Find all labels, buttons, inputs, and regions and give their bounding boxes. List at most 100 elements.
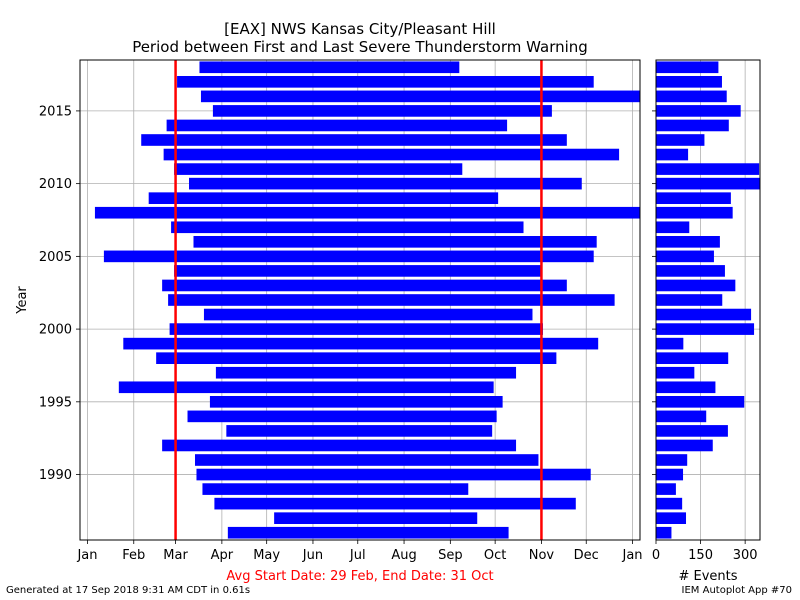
count-bar-2011 xyxy=(656,163,760,175)
x-tick-label: Jul xyxy=(349,548,366,563)
range-bar-2015 xyxy=(212,105,552,117)
range-bar-2017 xyxy=(177,76,594,88)
count-bar-1998 xyxy=(656,352,729,364)
range-bar-2016 xyxy=(200,90,640,103)
x-tick-label: Jan xyxy=(622,548,643,563)
range-bar-1994 xyxy=(187,410,497,423)
y-tick-label: 2010 xyxy=(39,177,72,192)
count-bar-2009 xyxy=(656,192,731,204)
y-tick-label: 1990 xyxy=(39,468,72,483)
range-bar-2018 xyxy=(199,61,460,74)
counts-y-ticks xyxy=(652,110,656,475)
range-bar-1989 xyxy=(202,483,469,495)
chart-title-line2: Period between First and Last Severe Thu… xyxy=(132,38,588,56)
x-tick-label: Sep xyxy=(438,548,463,563)
count-bar-2006 xyxy=(656,236,720,248)
x-tick-label: May xyxy=(253,548,280,563)
count-bar-2017 xyxy=(656,76,722,88)
count-bar-1990 xyxy=(656,468,684,481)
range-bar-1998 xyxy=(156,352,557,364)
count-bar-2015 xyxy=(656,105,741,117)
count-bar-2016 xyxy=(656,90,727,103)
range-bar-2000 xyxy=(169,323,543,335)
x-tick-label: Aug xyxy=(391,548,416,563)
range-bar-2001 xyxy=(203,308,533,321)
range-bar-2013 xyxy=(141,134,567,146)
main-y-ticks: 1990 1995 2000 2005 2010 2015 xyxy=(39,104,80,483)
range-bar-1990 xyxy=(196,468,591,481)
count-bar-2002 xyxy=(656,294,723,306)
x-tick-label: Feb xyxy=(122,548,145,563)
x-tick-label: Oct xyxy=(484,548,506,563)
range-bar-2009 xyxy=(148,192,499,204)
range-bar-2012 xyxy=(163,148,620,161)
count-bar-2001 xyxy=(656,308,752,321)
range-bar-2002 xyxy=(168,294,615,306)
y-axis-label: Year xyxy=(15,286,30,315)
range-bar-2010 xyxy=(189,177,582,190)
count-bar-1987 xyxy=(656,512,687,524)
range-bar-1988 xyxy=(214,497,576,510)
avg-lines xyxy=(174,60,543,540)
range-bar-2011 xyxy=(174,163,463,175)
count-bar-2008 xyxy=(656,206,733,219)
range-bar-1987 xyxy=(274,512,478,524)
x-tick-label: Nov xyxy=(529,548,555,563)
range-bar-1992 xyxy=(162,439,517,452)
main-plot-frame xyxy=(79,59,641,541)
range-bar-2008 xyxy=(94,206,640,219)
count-bar-2010 xyxy=(656,177,760,190)
avg-caption: Avg Start Date: 29 Feb, End Date: 31 Oct xyxy=(226,569,493,584)
range-bar-1997 xyxy=(215,366,517,379)
x-tick-label: Dec xyxy=(574,548,599,563)
range-bar-2005 xyxy=(103,250,594,263)
range-bar-2004 xyxy=(174,265,542,277)
count-bar-1997 xyxy=(656,366,695,379)
range-bar-1986 xyxy=(227,526,509,539)
y-tick-label: 2000 xyxy=(39,323,72,338)
count-bar-1996 xyxy=(656,381,716,394)
range-bar-1996 xyxy=(118,381,494,394)
count-bar-1993 xyxy=(656,425,728,437)
count-bar-1995 xyxy=(656,396,745,408)
count-bar-1991 xyxy=(656,454,688,466)
count-bar-1986 xyxy=(656,526,672,539)
count-bar-1992 xyxy=(656,439,713,452)
range-bar-1995 xyxy=(209,396,503,408)
footer-app: IEM Autoplot App #70 xyxy=(681,585,792,596)
x-tick-label: Jan xyxy=(76,548,97,563)
count-bar-2014 xyxy=(656,119,729,132)
count-bar-2007 xyxy=(656,221,690,234)
range-bar-2003 xyxy=(162,279,567,292)
count-bar-2013 xyxy=(656,134,705,146)
counts-bars xyxy=(656,61,760,539)
y-tick-label: 2005 xyxy=(39,250,72,265)
count-bar-2012 xyxy=(656,148,689,161)
x-tick-label: Jun xyxy=(302,548,323,563)
range-bar-1991 xyxy=(194,454,539,466)
count-bar-2018 xyxy=(656,61,719,74)
count-bar-1999 xyxy=(656,337,684,350)
main-bars xyxy=(94,61,640,539)
y-tick-label: 2015 xyxy=(39,104,72,119)
counts-plot-frame xyxy=(655,59,761,541)
count-bar-1994 xyxy=(656,410,707,423)
y-tick-label: 1995 xyxy=(39,395,72,410)
count-bar-2004 xyxy=(656,265,725,277)
count-bar-1988 xyxy=(656,497,683,510)
range-bar-1993 xyxy=(226,425,493,437)
main-x-ticks: Jan Feb Mar Apr May Jun Jul Aug Sep Oct Nov Dec Jan xyxy=(76,540,643,563)
counts-x-tick-label: 150 xyxy=(688,548,713,563)
x-tick-label: Mar xyxy=(163,548,188,563)
range-bar-2007 xyxy=(171,221,524,234)
counts-x-axis-label: # Events xyxy=(678,569,737,584)
footer-generated: Generated at 17 Sep 2018 9:31 AM CDT in … xyxy=(6,585,251,596)
count-bar-2003 xyxy=(656,279,736,292)
counts-x-tick-label: 0 xyxy=(652,548,660,563)
range-bar-1999 xyxy=(123,337,599,350)
counts-x-tick-label: 300 xyxy=(733,548,758,563)
counts-x-ticks: 0 150 300 xyxy=(652,540,758,563)
x-tick-label: Apr xyxy=(211,548,234,563)
range-bar-2014 xyxy=(166,119,508,132)
